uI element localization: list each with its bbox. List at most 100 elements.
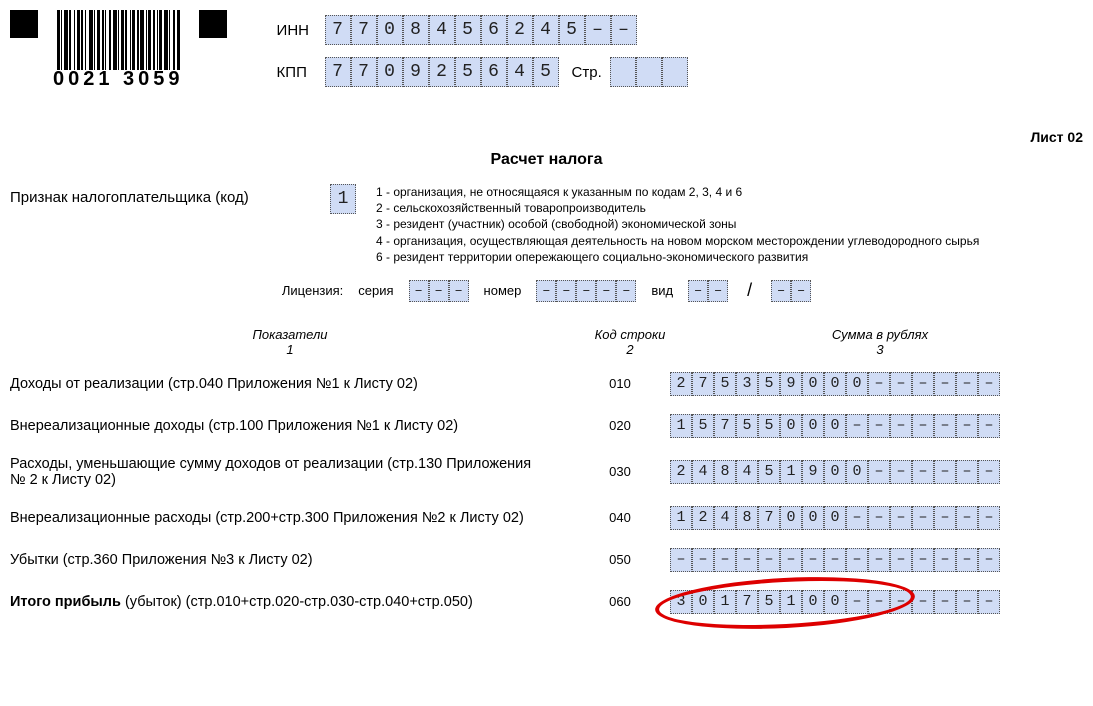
cell: – (846, 590, 868, 614)
cell: 0 (377, 57, 403, 87)
cell: 0 (824, 590, 846, 614)
line-code: 030 (570, 464, 670, 479)
cell: 4 (736, 460, 758, 484)
amount-cells: 30175100––––––– (670, 590, 1000, 614)
cell: – (780, 548, 802, 572)
line-code: 040 (570, 510, 670, 525)
cell: – (978, 460, 1000, 484)
cell: – (868, 372, 890, 396)
cell: 0 (780, 506, 802, 530)
cell: – (758, 548, 780, 572)
page-cells (610, 57, 688, 87)
taxpayer-section: Признак налогоплательщика (код) 1 1 - ор… (10, 184, 1083, 265)
cell: 0 (802, 414, 824, 438)
cell: – (890, 414, 912, 438)
cell: 4 (507, 57, 533, 87)
amount-cells: ––––––––––––––– (670, 548, 1000, 572)
cell: 5 (455, 57, 481, 87)
line-code: 050 (570, 552, 670, 567)
cell: – (934, 590, 956, 614)
form-title: Расчет налога (10, 151, 1083, 169)
cell: 9 (403, 57, 429, 87)
cell: – (868, 460, 890, 484)
cell: 5 (758, 372, 780, 396)
cell: 7 (714, 414, 736, 438)
cell: – (912, 372, 934, 396)
cell: – (791, 280, 811, 302)
cell: – (934, 460, 956, 484)
cell: 4 (533, 15, 559, 45)
legend-line: 4 - организация, осуществляющая деятельн… (376, 233, 979, 249)
col-header-1: Показатели1 (10, 327, 570, 357)
cell: – (956, 590, 978, 614)
taxpayer-code: 1 (330, 184, 356, 214)
amount-cells: 12487000––––––– (670, 506, 1000, 530)
cell: 7 (736, 590, 758, 614)
cell: – (714, 548, 736, 572)
table-row: Убытки (стр.360 Приложения №3 к Листу 02… (10, 548, 1083, 572)
amount-cells: 248451900–––––– (670, 460, 1000, 484)
amount-cells: 15755000––––––– (670, 414, 1000, 438)
license-number-cells: ––––– (536, 280, 636, 302)
cell: 3 (670, 590, 692, 614)
table-row: Внереализационные доходы (стр.100 Прилож… (10, 414, 1083, 438)
cell: 5 (692, 414, 714, 438)
cell (636, 57, 662, 87)
cell: – (846, 506, 868, 530)
cell: 3 (736, 372, 758, 396)
cell: – (708, 280, 728, 302)
cell: 1 (780, 590, 802, 614)
barcode-text: 0021 3059 (53, 68, 184, 91)
line-code: 060 (570, 594, 670, 609)
indicator-text: Внереализационные доходы (стр.100 Прилож… (10, 418, 570, 434)
cell: – (688, 280, 708, 302)
cell: 0 (824, 460, 846, 484)
cell: – (978, 548, 1000, 572)
cell: – (409, 280, 429, 302)
cell: 6 (481, 57, 507, 87)
cell: 5 (559, 15, 585, 45)
cell: 5 (736, 414, 758, 438)
cell: 1 (714, 590, 736, 614)
cell: – (956, 414, 978, 438)
license-label: Лицензия: (282, 283, 343, 298)
cell: 5 (758, 460, 780, 484)
column-headers: Показатели1 Код строки2 Сумма в рублях3 (10, 327, 1083, 357)
cell: 5 (758, 414, 780, 438)
cell: – (956, 548, 978, 572)
cell: – (556, 280, 576, 302)
barcode: 0021 3059 (53, 10, 184, 91)
barcode-bars (57, 10, 180, 70)
cell: – (934, 372, 956, 396)
cell: 0 (824, 372, 846, 396)
cell: 9 (780, 372, 802, 396)
cell: 0 (802, 372, 824, 396)
cell: 2 (429, 57, 455, 87)
indicator-text: Итого прибыль (убыток) (стр.010+стр.020-… (10, 594, 570, 610)
amount-cells: 275359000–––––– (670, 372, 1000, 396)
cell: – (890, 506, 912, 530)
license-number-label: номер (484, 283, 522, 298)
cell: 4 (429, 15, 455, 45)
cell: 8 (736, 506, 758, 530)
inn-cells: 7708456245–– (325, 15, 637, 45)
cell: 5 (714, 372, 736, 396)
cell: – (934, 506, 956, 530)
taxpayer-label: Признак налогоплательщика (код) (10, 184, 310, 206)
indicator-text: Расходы, уменьшающие сумму доходов от ре… (10, 456, 570, 488)
page-label: Стр. (572, 64, 602, 81)
marker-box-right (199, 10, 227, 38)
cell: – (978, 372, 1000, 396)
cell: 0 (824, 506, 846, 530)
slash-separator: / (747, 280, 752, 301)
cell: – (846, 414, 868, 438)
line-code: 020 (570, 418, 670, 433)
cell: 0 (846, 460, 868, 484)
kpp-label: КПП (277, 64, 317, 81)
cell: 6 (481, 15, 507, 45)
cell: – (824, 548, 846, 572)
taxpayer-code-cell: 1 (330, 184, 356, 214)
cell: 2 (692, 506, 714, 530)
cell: – (802, 548, 824, 572)
indicator-text: Убытки (стр.360 Приложения №3 к Листу 02… (10, 552, 570, 568)
